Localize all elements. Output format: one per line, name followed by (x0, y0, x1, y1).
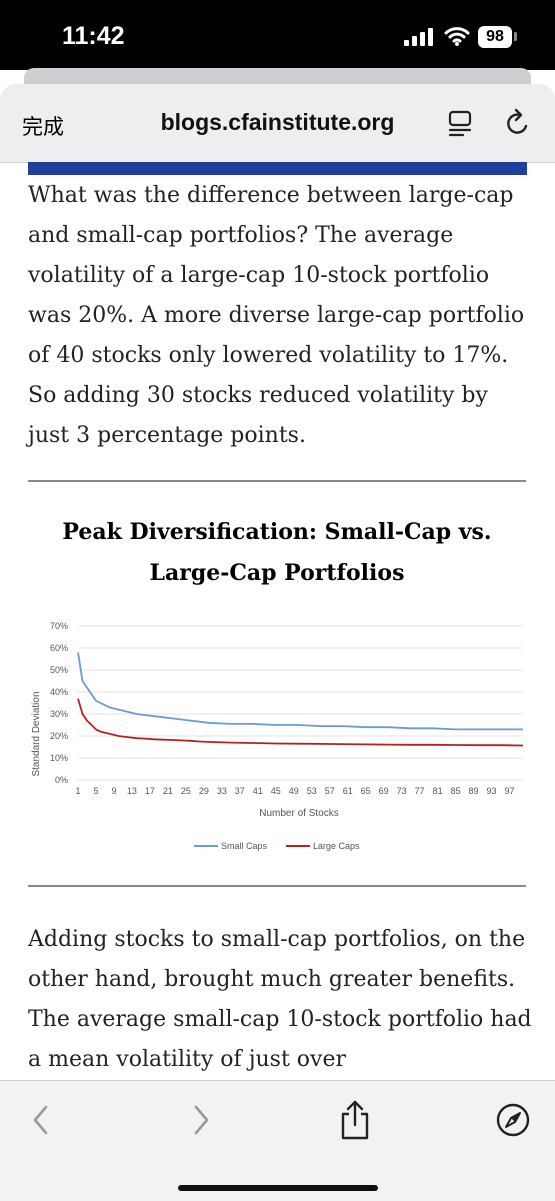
reader-mode-icon[interactable] (448, 110, 474, 138)
y-tick-label: 20% (50, 731, 68, 741)
x-tick-label: 53 (307, 786, 317, 796)
compass-icon[interactable] (496, 1103, 530, 1137)
battery-tip (514, 32, 517, 41)
x-axis-ticks: 1 5 9 13 17 21 25 29 33 37 41 45 49 53 57 61 65 69 73 77 81 8… (75, 786, 514, 796)
x-tick-label: 5 (93, 786, 98, 796)
y-axis-ticks: 0% 10% 20% 30% 40% 50% 60% 70% (50, 621, 68, 785)
series-line-small-caps (77, 652, 523, 731)
browser-nav-bar: 完成 blogs.cfainstitute.org (0, 84, 555, 163)
forward-icon[interactable] (190, 1103, 212, 1137)
wifi-icon (444, 27, 470, 46)
battery-icon: 98 (478, 26, 512, 48)
article-paragraph-2: Adding stocks to small-cap portfolios, o… (28, 927, 532, 1072)
x-tick-label: 25 (181, 786, 191, 796)
grid (78, 625, 523, 781)
share-icon[interactable] (338, 1099, 372, 1141)
x-tick-label: 9 (111, 786, 116, 796)
x-tick-label: 29 (199, 786, 209, 796)
y-axis-title: Standard Deviation (31, 691, 42, 776)
x-tick-label: 65 (361, 786, 371, 796)
home-indicator (178, 1185, 378, 1191)
legend-label-small-caps: Small Caps (221, 841, 268, 851)
status-time: 11:42 (62, 22, 125, 50)
article-content: What was the difference between large-ca… (0, 162, 555, 1080)
x-tick-label: 13 (127, 786, 137, 796)
signal-icon (404, 28, 433, 46)
y-tick-label: 50% (50, 665, 68, 675)
x-tick-label: 49 (289, 786, 299, 796)
x-tick-label: 93 (487, 786, 497, 796)
reload-icon[interactable] (504, 108, 532, 138)
divider (28, 480, 526, 482)
x-tick-label: 1 (75, 786, 80, 796)
x-tick-label: 17 (145, 786, 155, 796)
x-tick-label: 69 (379, 786, 389, 796)
line-chart: 0% 10% 20% 30% 40% 50% 60% 70% 1 5 9 13 17 21 25 29 33 3… (31, 621, 524, 851)
x-tick-label: 57 (325, 786, 335, 796)
y-tick-label: 30% (50, 709, 68, 719)
y-tick-label: 10% (50, 753, 68, 763)
x-tick-label: 21 (163, 786, 173, 796)
article-paragraph-1: What was the difference between large-ca… (28, 183, 525, 448)
x-tick-label: 61 (343, 786, 353, 796)
x-tick-label: 81 (433, 786, 443, 796)
x-tick-label: 33 (217, 786, 227, 796)
x-tick-label: 85 (451, 786, 461, 796)
legend-label-large-caps: Large Caps (313, 841, 360, 851)
x-tick-label: 73 (397, 786, 407, 796)
y-tick-label: 0% (55, 775, 68, 785)
x-tick-label: 41 (253, 786, 263, 796)
legend: Small Caps Large Caps (194, 841, 360, 851)
y-tick-label: 60% (50, 643, 68, 653)
divider (28, 885, 526, 887)
status-bar: 11:42 98 (0, 0, 555, 70)
chart-heading: Peak Diversification: Small-Cap vs. Larg… (62, 519, 492, 586)
url-label[interactable]: blogs.cfainstitute.org (160, 109, 395, 135)
x-tick-label: 37 (235, 786, 245, 796)
x-tick-label: 77 (415, 786, 425, 796)
y-tick-label: 40% (50, 687, 68, 697)
y-tick-label: 70% (50, 621, 68, 631)
x-tick-label: 45 (271, 786, 281, 796)
series-line-large-caps (77, 698, 524, 747)
accent-bar (28, 162, 527, 175)
back-icon[interactable] (30, 1103, 52, 1137)
browser-toolbar (0, 1080, 555, 1201)
done-button[interactable]: 完成 (22, 116, 64, 139)
x-tick-label: 89 (469, 786, 479, 796)
x-axis-title: Number of Stocks (259, 808, 338, 819)
x-tick-label: 97 (505, 786, 515, 796)
